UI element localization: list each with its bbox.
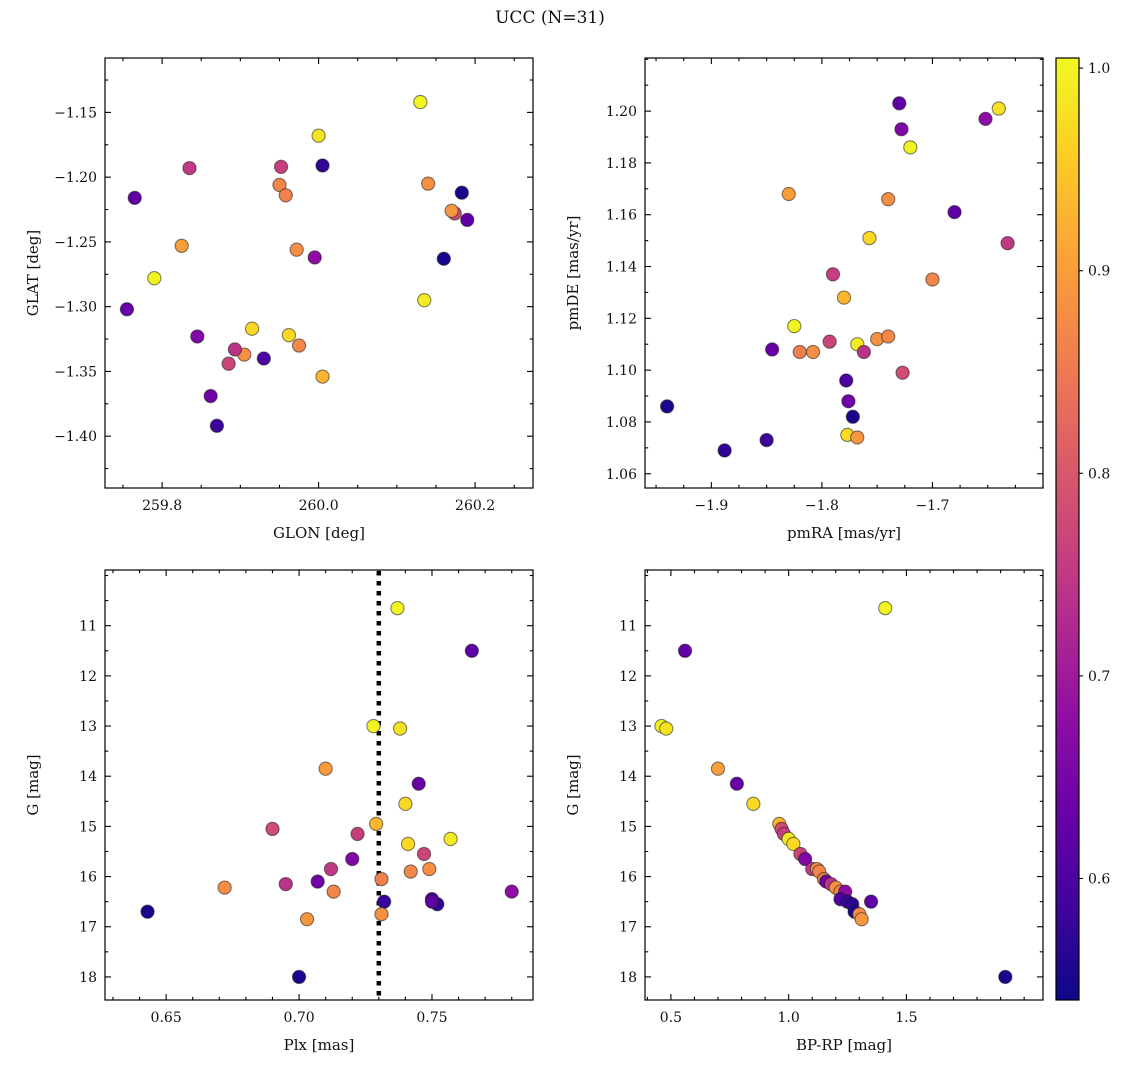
pmra-pmde-scatter-panel [552,44,1052,553]
plx-gmag-scatter-panel [12,556,542,1065]
glon-glat-scatter-panel [12,44,542,553]
bprp-gmag-cmd-panel [552,556,1052,1065]
figure-title: UCC (N=31) [495,8,605,28]
probability-colorbar [1050,44,1136,1019]
